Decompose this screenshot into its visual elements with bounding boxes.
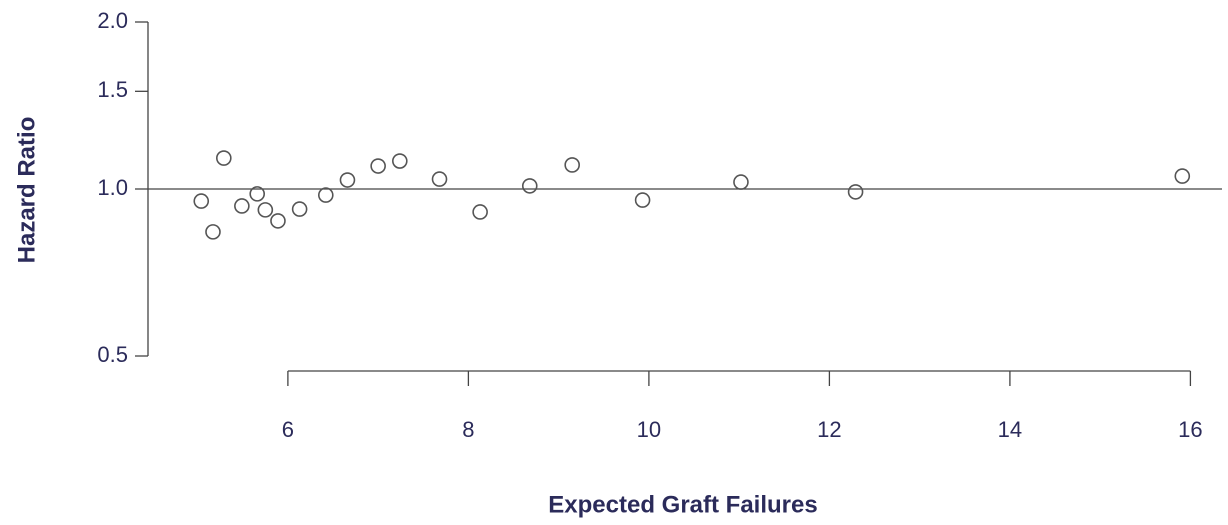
point (257, 202, 274, 218)
y-tick-label: 1.5 (97, 77, 128, 102)
point (193, 193, 210, 209)
x-tick-label: 14 (998, 417, 1022, 442)
point (634, 192, 651, 208)
point (205, 224, 221, 240)
point (270, 213, 286, 229)
y-tick-label: 0.5 (97, 342, 128, 367)
point (216, 150, 232, 166)
point (339, 172, 356, 188)
point (392, 153, 408, 169)
point (291, 201, 308, 217)
point (521, 178, 538, 194)
x-tick-label: 8 (462, 417, 474, 442)
x-axis-title: Expected Graft Failures (548, 491, 817, 518)
point (472, 204, 488, 220)
point (733, 174, 749, 190)
y-axis-title: Hazard Ratio (13, 117, 40, 264)
point (234, 198, 250, 214)
y-tick-label: 2.0 (97, 8, 128, 33)
x-tick-label: 12 (817, 417, 841, 442)
x-tick-label: 16 (1178, 417, 1202, 442)
point (249, 186, 266, 202)
y-tick-label: 1.0 (97, 175, 128, 200)
point (370, 158, 386, 174)
x-tick-label: 6 (282, 417, 294, 442)
point (1174, 168, 1191, 184)
point (564, 157, 580, 173)
x-tick-label: 10 (637, 417, 661, 442)
point (847, 184, 864, 200)
point (431, 171, 448, 187)
point (317, 187, 334, 203)
